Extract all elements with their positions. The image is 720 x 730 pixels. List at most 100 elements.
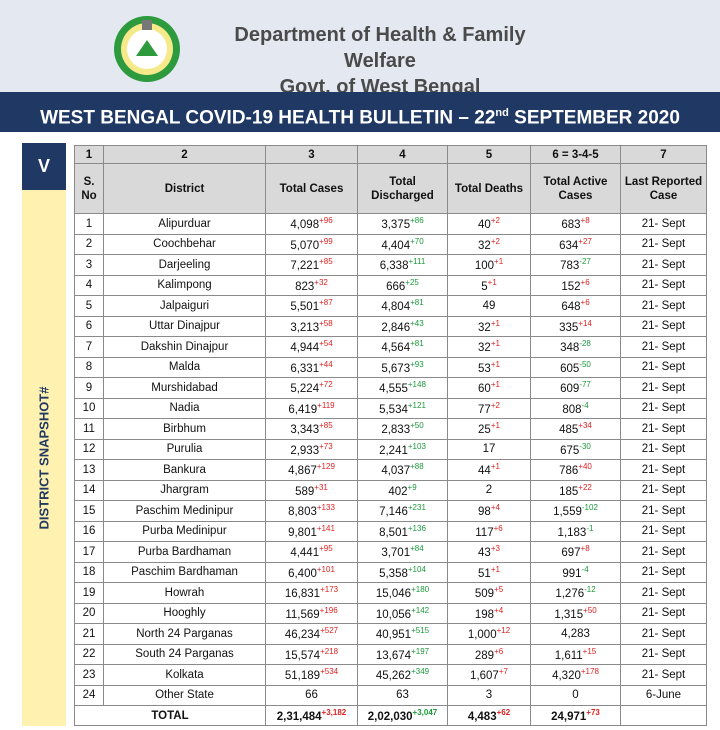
cases-change: +173 bbox=[320, 585, 339, 595]
title: Department of Health & Family Welfare bbox=[234, 24, 526, 72]
deaths-value: 25 bbox=[478, 424, 491, 437]
cases: 823+32 bbox=[265, 274, 358, 296]
column-header: Total Discharged bbox=[357, 163, 448, 214]
active-value: 697 bbox=[561, 547, 581, 560]
deaths-change: +1 bbox=[490, 462, 500, 472]
last-reported: 21- Sept bbox=[620, 438, 707, 460]
active-change: -28 bbox=[579, 339, 591, 349]
active: 185+22 bbox=[530, 479, 621, 501]
deaths: 98+4 bbox=[447, 500, 531, 522]
column-number: 1 bbox=[74, 145, 104, 164]
cases-value: 3,343 bbox=[290, 424, 320, 437]
district: Nadia bbox=[103, 397, 266, 419]
active: 1,276-12 bbox=[530, 582, 621, 604]
deaths: 1,000+12 bbox=[447, 623, 531, 645]
deaths-value: 1,000 bbox=[467, 629, 497, 642]
discharged-value: 6,338 bbox=[379, 260, 409, 273]
cases-change: +95 bbox=[319, 544, 333, 554]
total-deaths-change: +62 bbox=[496, 708, 511, 718]
deaths: 77+2 bbox=[447, 397, 531, 419]
deaths-value: 60 bbox=[478, 383, 491, 396]
discharged-value: 40,951 bbox=[375, 629, 412, 642]
cases-value: 15,574 bbox=[284, 649, 321, 662]
cases: 11,569+196 bbox=[265, 602, 358, 624]
last-reported: 21- Sept bbox=[620, 315, 707, 337]
column-header: District bbox=[103, 163, 266, 214]
discharged-change: +70 bbox=[410, 236, 424, 246]
serial: 2 bbox=[74, 233, 104, 255]
cases-change: +85 bbox=[319, 421, 333, 431]
discharged-value: 13,674 bbox=[375, 649, 412, 662]
active-value: 783 bbox=[560, 260, 580, 273]
deaths-value: 51 bbox=[478, 567, 491, 580]
cases: 5,224+72 bbox=[265, 377, 358, 399]
serial: 7 bbox=[74, 336, 104, 358]
active: 783-27 bbox=[530, 254, 621, 276]
cases-change: +32 bbox=[314, 277, 328, 287]
cases: 4,944+54 bbox=[265, 336, 358, 358]
discharged-change: +93 bbox=[410, 359, 424, 369]
cases-value: 66 bbox=[305, 689, 318, 702]
cases-change: +534 bbox=[320, 667, 339, 677]
deaths-value: 77 bbox=[478, 403, 491, 416]
serial: 1 bbox=[74, 213, 104, 235]
discharged-value: 4,037 bbox=[381, 465, 411, 478]
last-reported: 21- Sept bbox=[620, 623, 707, 645]
cases: 3,213+58 bbox=[265, 315, 358, 337]
last-reported: 21- Sept bbox=[620, 377, 707, 399]
discharged-value: 45,262 bbox=[375, 670, 412, 683]
cases-value: 6,419 bbox=[288, 403, 318, 416]
cases-change: +87 bbox=[319, 298, 333, 308]
last-reported: 21- Sept bbox=[620, 541, 707, 563]
column-number: 2 bbox=[103, 145, 266, 164]
active-change: -4 bbox=[581, 564, 589, 574]
data-row: 22 South 24 Parganas 15,574+218 13,674+197 2… bbox=[74, 643, 707, 665]
section-strip bbox=[22, 190, 66, 726]
active-value: 1,559 bbox=[553, 506, 582, 519]
active: 808-4 bbox=[530, 397, 621, 419]
deaths-value: 53 bbox=[478, 362, 491, 375]
district: Jalpaiguri bbox=[103, 295, 266, 317]
deaths: 40+2 bbox=[447, 213, 531, 235]
district: Darjeeling bbox=[103, 254, 266, 276]
deaths-value: 2 bbox=[485, 484, 493, 497]
data-row: 11 Birbhum 3,343+85 2,833+50 25+1 485+34 21- S… bbox=[74, 418, 707, 440]
column-number: 4 bbox=[357, 145, 448, 164]
data-row: 5 Jalpaiguri 5,501+87 4,804+81 49 648+6 21- Se… bbox=[74, 295, 707, 317]
active: 485+34 bbox=[530, 418, 621, 440]
active: 1,183-1 bbox=[530, 520, 621, 542]
data-row: 14 Jhargram 589+31 402+9 2 185+22 21- Sept bbox=[74, 479, 707, 501]
discharged-change: +81 bbox=[410, 339, 424, 349]
deaths: 32+2 bbox=[447, 233, 531, 255]
deaths-change: +6 bbox=[494, 646, 504, 656]
cases-change: +96 bbox=[319, 216, 333, 226]
deaths: 1,607+7 bbox=[447, 664, 531, 686]
active-value: 185 bbox=[559, 485, 579, 498]
discharged-change: +84 bbox=[410, 544, 424, 554]
bulletin-suffix: nd bbox=[495, 107, 509, 119]
discharged-change: +121 bbox=[407, 400, 426, 410]
active-change: +14 bbox=[578, 318, 592, 328]
cases-change: +54 bbox=[319, 339, 333, 349]
cases-value: 8,803 bbox=[288, 506, 317, 519]
discharged: 3,701+84 bbox=[357, 541, 448, 563]
discharged: 5,673+93 bbox=[357, 356, 448, 378]
active-change: -102 bbox=[581, 503, 598, 513]
discharged: 4,564+81 bbox=[357, 336, 448, 358]
active-change: +34 bbox=[578, 421, 592, 431]
active-change: +40 bbox=[578, 462, 592, 472]
deaths-change: +1 bbox=[490, 318, 500, 328]
active: 609-77 bbox=[530, 377, 621, 399]
cases: 66 bbox=[265, 684, 358, 706]
active-value: 152 bbox=[561, 280, 581, 293]
active: 605-50 bbox=[530, 356, 621, 378]
active-change: -77 bbox=[579, 380, 591, 390]
district: Jhargram bbox=[103, 479, 266, 501]
district: Purulia bbox=[103, 438, 266, 460]
last-reported: 21- Sept bbox=[620, 356, 707, 378]
data-row: 23 Kolkata 51,189+534 45,262+349 1,607+7 4,32… bbox=[74, 664, 707, 686]
active-value: 1,611 bbox=[554, 649, 583, 662]
active-value: 0 bbox=[572, 689, 579, 702]
cases-change: +85 bbox=[319, 257, 333, 267]
